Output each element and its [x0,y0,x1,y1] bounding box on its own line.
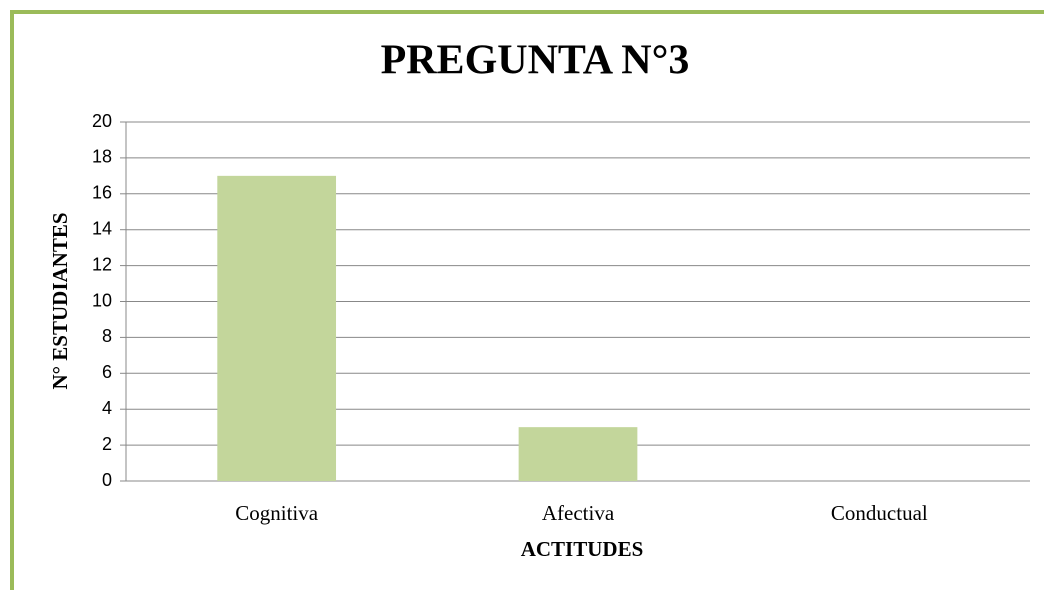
y-tick-label: 12 [92,254,112,274]
y-tick-label: 2 [102,434,112,454]
y-tick-label: 18 [92,147,112,167]
x-tick-label: Afectiva [542,501,615,525]
y-axis-title: N° ESTUDIANTES [48,212,72,389]
frame-top [10,10,1044,14]
y-tick-label: 10 [92,290,112,310]
bar [518,427,638,481]
x-tick-label: Cognitiva [235,501,319,525]
x-tick-label: Conductual [831,501,928,525]
y-tick-label: 4 [102,398,112,418]
y-tick-label: 6 [102,362,112,382]
y-tick-label: 16 [92,183,112,203]
y-tick-label: 0 [102,470,112,490]
x-axis-title: ACTITUDES [521,537,644,561]
y-tick-label: 14 [92,218,112,238]
chart-title: PREGUNTA N°3 [381,38,690,84]
y-tick-label: 8 [102,326,112,346]
bar [217,175,337,481]
y-tick-label: 20 [92,111,112,131]
frame-left [10,10,14,590]
